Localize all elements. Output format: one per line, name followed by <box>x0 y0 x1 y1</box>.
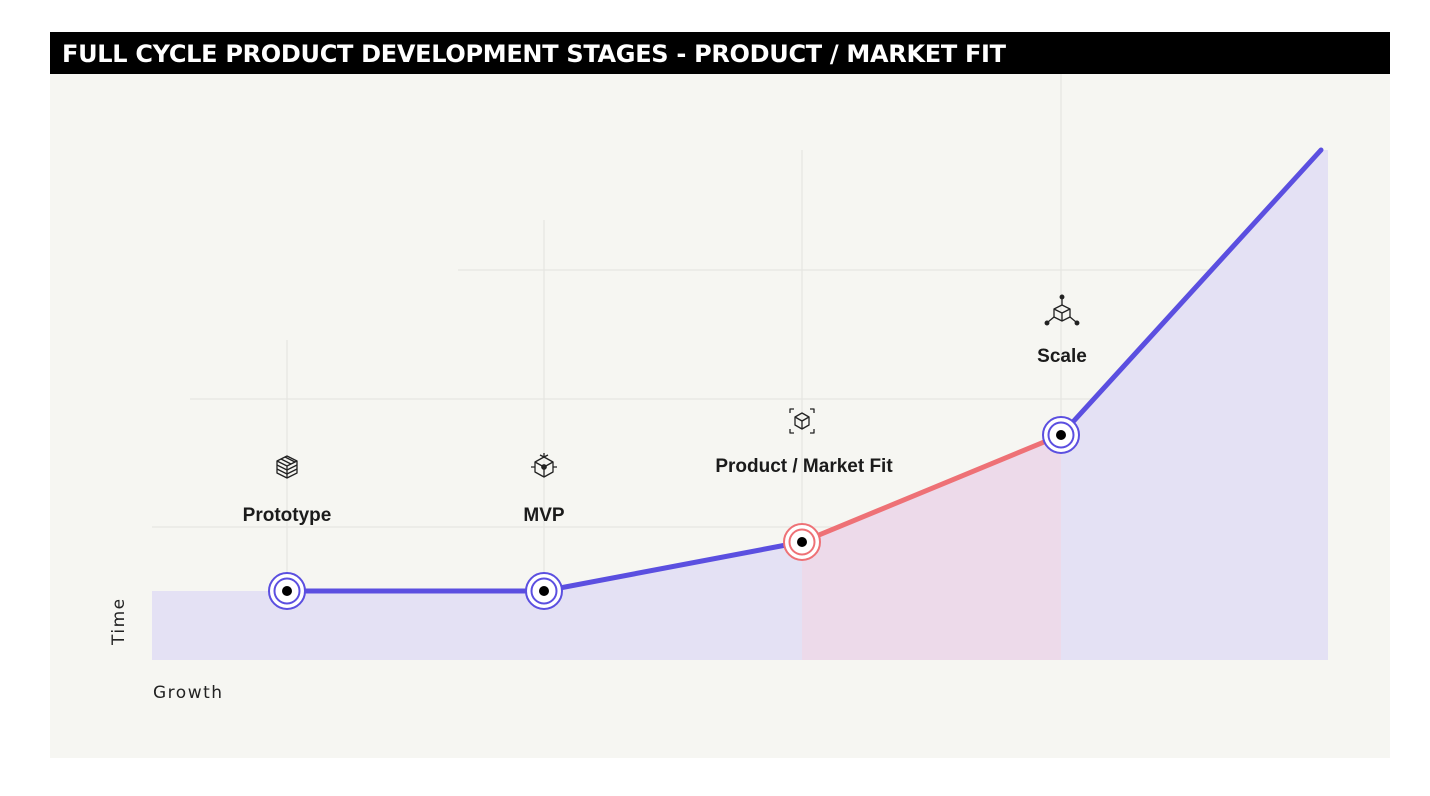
growth-area-early <box>152 542 802 660</box>
title-bar: FULL CYCLE PRODUCT DEVELOPMENT STAGES - … <box>50 32 1390 74</box>
stage-label-scale: Scale <box>1037 346 1087 367</box>
marker-dot <box>282 586 292 596</box>
framed-cube-icon <box>789 408 815 434</box>
growth-area-highlight <box>802 435 1061 660</box>
stage-label-prototype: Prototype <box>243 505 332 526</box>
y-axis-label: Time <box>109 597 129 646</box>
page-title: FULL CYCLE PRODUCT DEVELOPMENT STAGES - … <box>62 40 1006 68</box>
network-cube-icon <box>1044 294 1080 326</box>
stage-marker-mvp <box>525 572 563 610</box>
growth-line-highlight <box>799 432 1064 545</box>
growth-line-scale <box>1058 147 1324 438</box>
stage-marker-prototype <box>268 572 306 610</box>
stage-label-mvp: MVP <box>523 505 565 526</box>
layered-cube-icon <box>276 455 298 479</box>
wireframe-cube-icon <box>531 453 557 478</box>
x-axis-label: Growth <box>153 683 224 703</box>
marker-dot <box>1056 430 1066 440</box>
marker-dot <box>797 537 807 547</box>
growth-area-scale <box>1061 150 1328 660</box>
stage-label-pmf: Product / Market Fit <box>715 456 893 477</box>
stage-marker-pmf <box>783 523 821 561</box>
marker-dot <box>539 586 549 596</box>
stage-marker-scale <box>1042 416 1080 454</box>
